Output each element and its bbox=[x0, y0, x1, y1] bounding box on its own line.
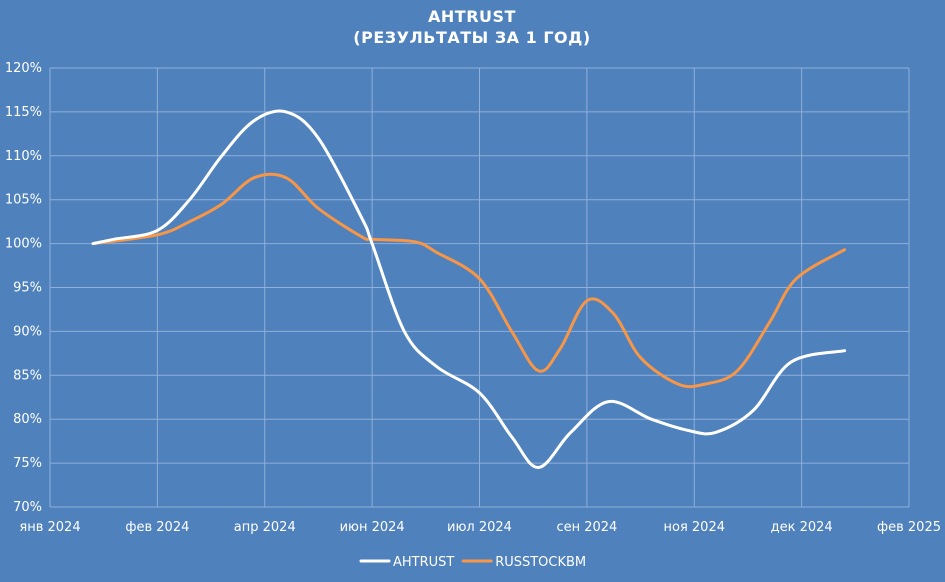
grid bbox=[49, 67, 910, 508]
y-tick-label: 75% bbox=[13, 456, 42, 471]
series-line-ahtrust bbox=[91, 109, 847, 469]
x-tick-label: июн 2024 bbox=[340, 520, 405, 535]
y-tick-label: 105% bbox=[5, 193, 42, 208]
legend-label-russtockbm: RUSSTOCKBM bbox=[495, 555, 586, 570]
x-tick-label: дек 2024 bbox=[771, 520, 833, 535]
series-line-russtockbm bbox=[91, 172, 847, 389]
x-axis-ticks: янв 2024 фев 2024 апр 2024 июн 2024 июл 2024… bbox=[19, 520, 941, 535]
x-tick-label: апр 2024 bbox=[234, 520, 296, 535]
x-tick-label: сен 2024 bbox=[556, 520, 617, 535]
y-tick-label: 120% bbox=[5, 61, 42, 76]
y-tick-label: 95% bbox=[13, 281, 42, 296]
y-tick-label: 100% bbox=[5, 237, 42, 252]
x-tick-label: июл 2024 bbox=[447, 520, 512, 535]
x-tick-label: ноя 2024 bbox=[664, 520, 726, 535]
x-tick-label: фев 2024 bbox=[125, 520, 189, 535]
legend: AHTRUST RUSSTOCKBM bbox=[359, 555, 586, 570]
y-tick-label: 80% bbox=[13, 412, 42, 427]
chart-subtitle: (РЕЗУЛЬТАТЫ ЗА 1 ГОД) bbox=[353, 28, 590, 47]
chart-title: AHTRUST bbox=[428, 7, 516, 26]
legend-label-ahtrust: AHTRUST bbox=[393, 555, 454, 570]
y-tick-label: 70% bbox=[13, 500, 42, 515]
y-tick-label: 115% bbox=[5, 105, 42, 120]
y-axis-ticks: 70% 75% 80% 85% 90% 95% 100% 105% 110% 115% 120% bbox=[5, 61, 42, 515]
x-tick-label: янв 2024 bbox=[19, 520, 80, 535]
x-tick-label: фев 2025 bbox=[877, 520, 941, 535]
series-lines bbox=[91, 109, 847, 469]
y-tick-label: 110% bbox=[5, 149, 42, 164]
y-tick-label: 85% bbox=[13, 368, 42, 383]
y-tick-label: 90% bbox=[13, 324, 42, 339]
